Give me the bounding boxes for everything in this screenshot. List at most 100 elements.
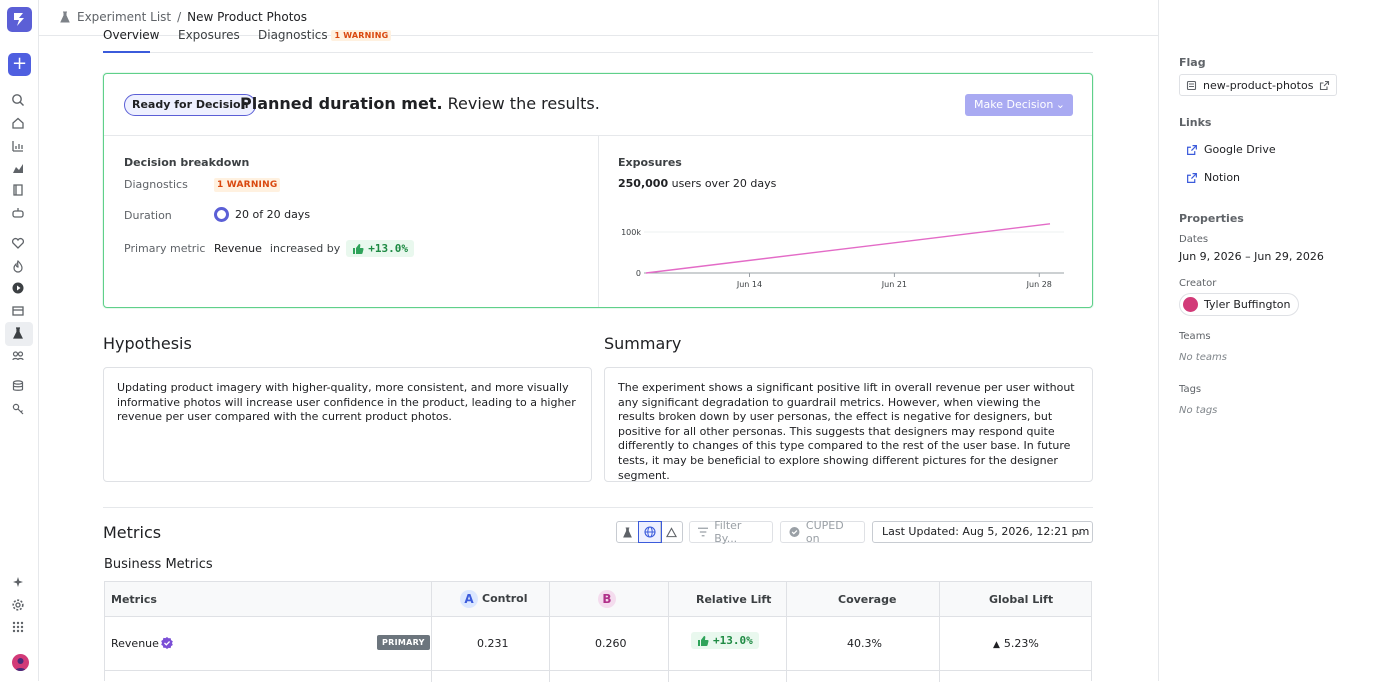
link-google-drive[interactable]: Google Drive <box>1186 143 1276 156</box>
y-tick-label: 0 <box>636 269 641 278</box>
dates-label: Dates <box>1179 234 1209 245</box>
header-control: A Control <box>460 590 527 608</box>
database-icon[interactable] <box>11 379 27 395</box>
variant-b-badge: B <box>598 590 616 608</box>
row-divider <box>105 670 1091 671</box>
layout-icon[interactable] <box>11 304 27 320</box>
flag-name: new-product-photos <box>1203 78 1314 92</box>
robot-icon[interactable] <box>11 206 27 222</box>
user-avatar[interactable] <box>12 654 29 671</box>
diagnostics-warning-badge[interactable]: 1 WARNING <box>214 178 281 192</box>
breadcrumb-parent[interactable]: Experiment List <box>77 10 172 24</box>
globe-view-icon[interactable] <box>638 521 662 543</box>
metrics-title: Metrics <box>103 523 162 542</box>
creator-chip[interactable]: Tyler Buffington <box>1179 293 1300 316</box>
header-control-label: Control <box>482 592 528 605</box>
view-toggle <box>616 521 683 543</box>
tags-value: No tags <box>1179 405 1218 416</box>
settings-icon[interactable] <box>11 598 27 614</box>
app-logo[interactable] <box>7 7 32 32</box>
x-tick-label: Jun 28 <box>1026 280 1052 289</box>
diagnostics-value: 1 WARNING <box>214 178 281 192</box>
top-bar: Experiment List / New Product Photos <box>39 0 1158 36</box>
variant-a-badge: A <box>460 590 478 608</box>
metric-name[interactable]: Revenue <box>111 637 159 650</box>
thumbs-up-icon <box>353 243 364 254</box>
exposures-count: 250,000 <box>618 177 669 190</box>
tab-diagnostics-label: Diagnostics <box>258 28 328 42</box>
decision-card: Ready for Decision Planned duration met.… <box>103 73 1093 308</box>
tab-overview[interactable]: Overview <box>103 28 160 53</box>
thumbs-up-icon <box>698 635 709 646</box>
flask-view-icon[interactable] <box>617 522 639 542</box>
analytics-icon[interactable] <box>11 139 27 155</box>
sparkle-icon[interactable] <box>11 575 27 591</box>
filter-button[interactable]: Filter By... <box>689 519 773 545</box>
exposures-rest: users over 20 days <box>671 177 777 190</box>
primary-tag: PRIMARY <box>377 635 430 650</box>
header-metrics: Metrics <box>111 593 157 606</box>
users-icon[interactable] <box>11 349 27 365</box>
external-link-icon <box>1320 80 1330 90</box>
book-icon[interactable] <box>11 183 27 199</box>
fire-icon[interactable] <box>11 259 27 275</box>
last-updated-select[interactable]: Last Updated: Aug 5, 2026, 12:21 pm ⌄ <box>872 521 1093 543</box>
duration-text: 20 of 20 days <box>235 208 311 221</box>
cuped-label: CUPED on <box>805 519 844 545</box>
x-tick-label: Jun 21 <box>881 280 907 289</box>
home-icon[interactable] <box>11 116 27 132</box>
progress-ring-icon <box>214 207 229 222</box>
col-divider <box>786 582 787 682</box>
play-icon[interactable] <box>11 281 27 297</box>
exposures-title: Exposures <box>618 156 682 169</box>
link-label: Google Drive <box>1204 143 1276 156</box>
triangle-view-icon[interactable] <box>661 522 682 542</box>
relative-lift-badge[interactable]: +13.0% <box>691 632 759 649</box>
metrics-table: Metrics A Control B Relative Lift Coverag… <box>104 581 1092 682</box>
primary-metric-label: Primary metric <box>124 242 206 255</box>
link-notion[interactable]: Notion <box>1186 171 1240 184</box>
key-icon[interactable] <box>11 402 27 418</box>
breadcrumb: Experiment List / New Product Photos <box>59 10 307 24</box>
control-value: 0.231 <box>477 637 509 650</box>
breakdown-title: Decision breakdown <box>124 156 250 169</box>
make-decision-button[interactable]: Make Decision ⌄ <box>965 94 1073 116</box>
create-button[interactable]: + <box>8 53 31 76</box>
search-icon[interactable] <box>11 93 27 109</box>
duration-label: Duration <box>124 209 172 222</box>
flag-icon <box>1186 80 1197 90</box>
cuped-toggle[interactable]: CUPED on <box>780 519 865 545</box>
summary-text: The experiment shows a significant posit… <box>604 367 1093 482</box>
make-decision-label: Make Decision <box>974 98 1054 111</box>
last-updated-label: Last Updated: Aug 5, 2026, 12:21 pm <box>882 525 1090 538</box>
decision-header: Ready for Decision Planned duration met.… <box>104 74 1092 136</box>
triangle-up-icon: ▲ <box>993 640 1000 650</box>
experiments-icon[interactable] <box>5 322 33 346</box>
test-value: 0.260 <box>595 637 627 650</box>
tab-diagnostics[interactable]: Diagnostics 1 WARNING <box>258 28 392 53</box>
external-link-icon <box>1187 144 1197 155</box>
external-link-icon <box>1187 172 1197 183</box>
tab-exposures-label: Exposures <box>178 28 240 42</box>
filter-label: Filter By... <box>714 519 742 545</box>
teams-label: Teams <box>1179 331 1211 342</box>
health-icon[interactable] <box>11 236 27 252</box>
header-global-lift: Global Lift <box>989 593 1054 606</box>
x-tick-label: Jun 14 <box>736 280 762 289</box>
chart-icon[interactable] <box>11 161 27 177</box>
card-divider <box>598 136 599 307</box>
tab-bar: Overview Exposures Diagnostics 1 WARNING <box>103 28 1093 53</box>
link-label: Notion <box>1204 171 1241 184</box>
exposures-chart: 100k 0 Jun 14 Jun 21 Jun 28 <box>621 223 1064 289</box>
apps-grid-icon[interactable] <box>11 620 27 636</box>
global-lift-value: 5.23% <box>1003 637 1039 650</box>
tab-exposures[interactable]: Exposures <box>178 28 240 53</box>
tags-label: Tags <box>1179 384 1202 395</box>
header-test: B <box>598 590 620 608</box>
flag-chip[interactable]: new-product-photos <box>1179 74 1338 96</box>
tab-overview-label: Overview <box>103 28 160 42</box>
teams-value: No teams <box>1179 352 1227 363</box>
status-badge: Ready for Decision <box>124 94 257 116</box>
left-rail: + <box>0 0 39 681</box>
summary-title: Summary <box>604 334 682 353</box>
